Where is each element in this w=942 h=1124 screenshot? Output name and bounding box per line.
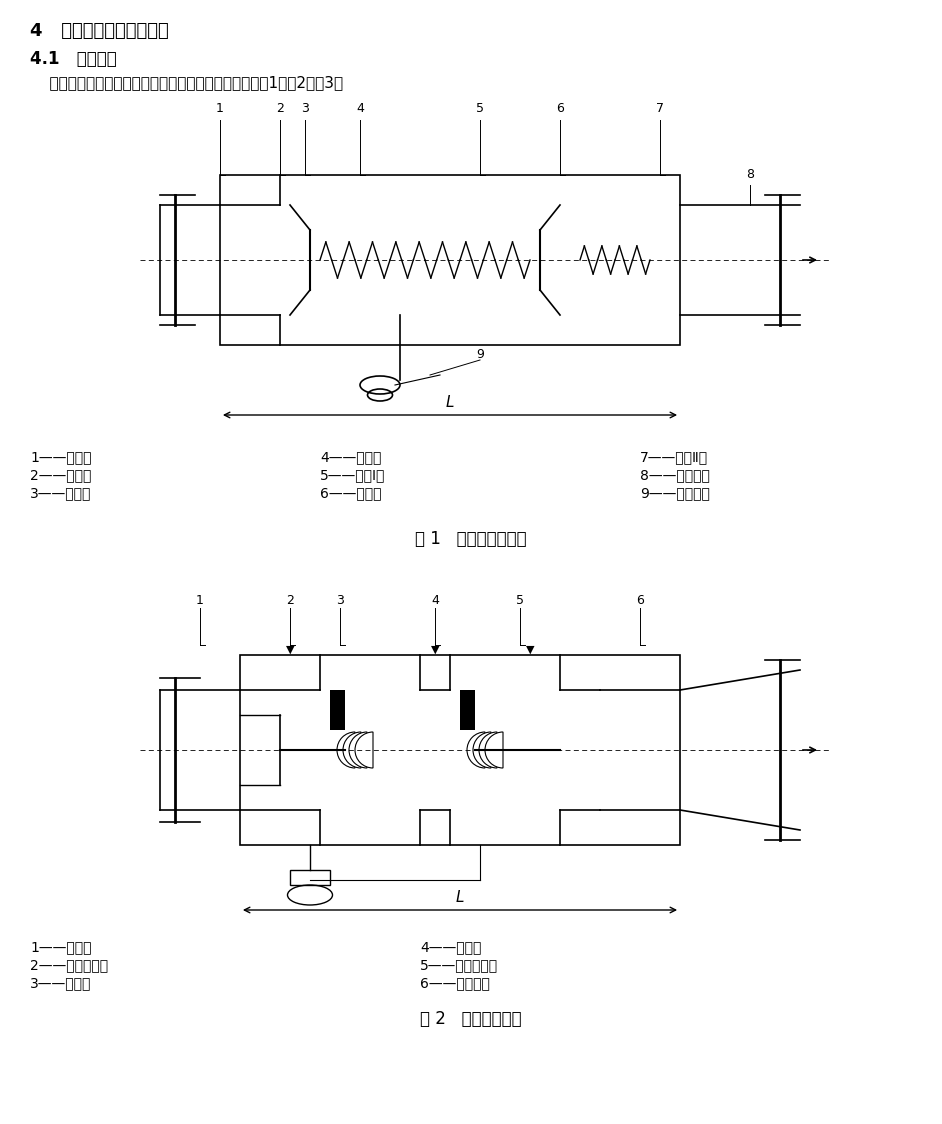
- Text: 5: 5: [476, 101, 484, 115]
- Text: 4: 4: [356, 101, 364, 115]
- Text: 1——阀体；: 1——阀体；: [30, 450, 91, 464]
- Wedge shape: [337, 732, 355, 768]
- Text: 8——伸缩管；: 8——伸缩管；: [640, 468, 710, 482]
- Text: 4.1   结构型式: 4.1 结构型式: [30, 49, 117, 67]
- Text: 9——泄水阀。: 9——泄水阀。: [640, 486, 710, 500]
- Wedge shape: [479, 732, 497, 768]
- Text: 图 2   碟型弹簧结构: 图 2 碟型弹簧结构: [420, 1010, 522, 1028]
- Text: 4   结构型式、型号及参数: 4 结构型式、型号及参数: [30, 22, 169, 40]
- Text: 2: 2: [286, 593, 294, 607]
- Text: 6——阀杆；: 6——阀杆；: [320, 486, 382, 500]
- Wedge shape: [349, 732, 367, 768]
- Bar: [330, 690, 345, 729]
- Text: 6——泄水阀。: 6——泄水阀。: [420, 976, 490, 990]
- Text: 3: 3: [336, 593, 344, 607]
- Text: 2——阀板组件；: 2——阀板组件；: [30, 958, 108, 972]
- Text: 6: 6: [636, 593, 644, 607]
- Text: ▼: ▼: [430, 645, 439, 655]
- Wedge shape: [355, 732, 373, 768]
- Wedge shape: [473, 732, 491, 768]
- Text: 5: 5: [516, 593, 524, 607]
- Wedge shape: [485, 732, 503, 768]
- Bar: [290, 870, 330, 885]
- Text: 1: 1: [216, 101, 224, 115]
- Text: 4: 4: [431, 593, 439, 607]
- Text: 2——阀座；: 2——阀座；: [30, 468, 91, 482]
- Bar: [460, 690, 475, 729]
- Text: 8: 8: [746, 169, 754, 181]
- Text: 4——阀座；: 4——阀座；: [420, 940, 481, 954]
- Text: 2: 2: [276, 101, 284, 115]
- Text: 3——阀盖；: 3——阀盖；: [30, 486, 91, 500]
- Wedge shape: [467, 732, 485, 768]
- Text: 5——碟形弹簧；: 5——碟形弹簧；: [420, 958, 498, 972]
- Text: 4——阀板；: 4——阀板；: [320, 450, 382, 464]
- Text: 图 1   缠绕型弹簧结构: 图 1 缠绕型弹簧结构: [415, 531, 527, 549]
- Text: 中间腔空气隔断型倒流防止器的典型结构型式分别见图1、图2、图3。: 中间腔空气隔断型倒流防止器的典型结构型式分别见图1、图2、图3。: [30, 75, 343, 90]
- Text: 1——阀体；: 1——阀体；: [30, 940, 91, 954]
- Text: L: L: [456, 890, 464, 905]
- Text: 5——弹簧Ⅰ；: 5——弹簧Ⅰ；: [320, 468, 385, 482]
- Wedge shape: [343, 732, 361, 768]
- Text: 3——阀盖；: 3——阀盖；: [30, 976, 91, 990]
- Text: ▼: ▼: [285, 645, 294, 655]
- Text: 7: 7: [656, 101, 664, 115]
- Text: 9: 9: [476, 348, 484, 362]
- Text: 7——弹簧Ⅱ；: 7——弹簧Ⅱ；: [640, 450, 708, 464]
- Text: 6: 6: [556, 101, 564, 115]
- Text: ▼: ▼: [526, 645, 534, 655]
- Text: L: L: [446, 395, 454, 410]
- Text: 1: 1: [196, 593, 203, 607]
- Text: 3: 3: [301, 101, 309, 115]
